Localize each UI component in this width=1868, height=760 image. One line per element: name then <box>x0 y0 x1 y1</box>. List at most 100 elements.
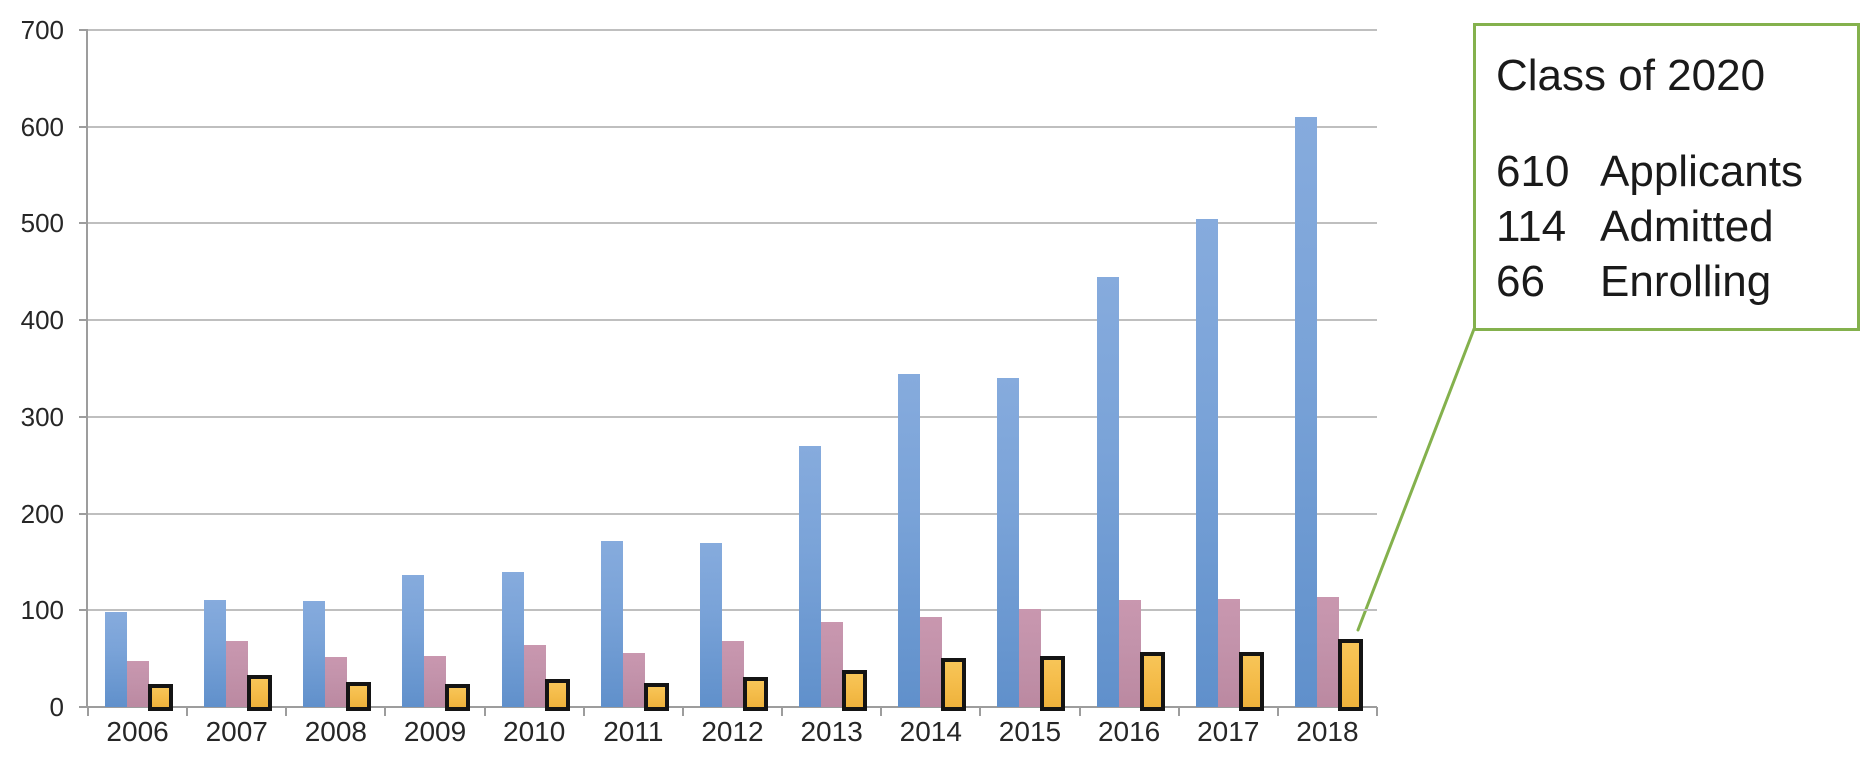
gridline-700 <box>88 29 1377 31</box>
x-axis-label-2014: 2014 <box>899 716 962 747</box>
x-axis-line <box>86 706 1377 708</box>
bar-applicants-2009 <box>402 575 425 707</box>
x-axis-label-2008: 2008 <box>304 716 368 747</box>
callout-title: Class of 2020 <box>1496 51 1766 100</box>
x-axis-tick-1 <box>186 707 189 716</box>
bar-enrolling-2008 <box>346 682 372 711</box>
bar-admitted-2013 <box>821 622 844 707</box>
x-axis-label-2015: 2015 <box>998 716 1062 747</box>
bar-admitted-2017 <box>1217 599 1240 707</box>
callout-row-applicants: 610 Applicants <box>1496 144 1803 199</box>
x-axis-label-2009: 2009 <box>403 716 467 747</box>
bar-admitted-2007 <box>226 641 249 707</box>
y-axis-label-700: 700 <box>20 15 64 45</box>
bar-applicants-2006 <box>105 612 127 707</box>
callout-row-admitted: 114 Admitted <box>1496 199 1803 254</box>
x-axis-tick-13 <box>1376 707 1378 716</box>
x-axis-label-2010: 2010 <box>503 716 566 747</box>
x-axis-tick-7 <box>781 707 784 716</box>
x-axis-tick-3 <box>384 707 387 716</box>
x-axis-tick-10 <box>1078 707 1081 716</box>
y-axis-label-300: 300 <box>20 401 64 432</box>
gridline-200 <box>88 512 1377 515</box>
gridline-500 <box>88 222 1377 225</box>
bar-applicants-2010 <box>501 572 524 707</box>
bar-enrolling-2013 <box>842 670 868 711</box>
x-axis-label-2006: 2006 <box>106 716 169 747</box>
bar-admitted-2016 <box>1118 600 1141 707</box>
bar-enrolling-2012 <box>742 677 768 711</box>
bar-enrolling-2016 <box>1139 652 1165 711</box>
y-axis-label-100: 100 <box>20 595 64 626</box>
x-axis-tick-6 <box>681 707 684 716</box>
bar-enrolling-2011 <box>643 683 669 711</box>
bar-applicants-2018 <box>1294 117 1317 707</box>
bar-applicants-2013 <box>799 446 822 707</box>
callout-label: Applicants <box>1600 146 1804 196</box>
x-axis-tick-0 <box>87 707 89 716</box>
bar-applicants-2016 <box>1096 277 1119 707</box>
y-axis-tick-400 <box>79 319 88 322</box>
y-axis-tick-700 <box>79 29 88 31</box>
gridline-100 <box>88 609 1377 612</box>
bar-applicants-2008 <box>303 601 326 707</box>
x-axis-label-2007: 2007 <box>205 716 268 747</box>
x-axis-tick-8 <box>880 707 883 716</box>
callout-value: 66 <box>1496 256 1545 306</box>
callout-value: 114 <box>1496 201 1567 251</box>
bar-applicants-2015 <box>997 378 1020 707</box>
y-axis-tick-200 <box>79 512 88 515</box>
x-axis-tick-9 <box>979 707 982 716</box>
callout-row-enrolling: 66 Enrolling <box>1496 254 1803 309</box>
bar-enrolling-2009 <box>445 684 471 711</box>
bar-enrolling-2017 <box>1238 652 1264 711</box>
y-axis-label-200: 200 <box>20 498 64 529</box>
x-axis-tick-2 <box>285 707 288 716</box>
callout-label: Enrolling <box>1600 256 1772 306</box>
bar-applicants-2007 <box>204 600 227 707</box>
y-axis-tick-100 <box>79 609 88 612</box>
bar-enrolling-2018 <box>1337 639 1363 711</box>
y-axis-line <box>86 30 88 707</box>
x-axis-label-2018: 2018 <box>1296 716 1359 747</box>
y-axis-label-600: 600 <box>20 111 64 142</box>
x-axis-tick-12 <box>1276 707 1279 716</box>
callout-rows: 610 Applicants 114 Admitted 66 Enrolling <box>1496 144 1803 309</box>
bar-applicants-2012 <box>699 543 722 707</box>
bar-enrolling-2015 <box>1040 656 1066 711</box>
bar-applicants-2011 <box>600 541 623 707</box>
callout-box: Class of 2020 610 Applicants 114 Admitted 66… <box>1473 23 1860 331</box>
gridline-400 <box>88 319 1377 322</box>
bar-admitted-2006 <box>127 661 149 707</box>
y-axis-label-0: 0 <box>49 692 64 722</box>
bar-admitted-2010 <box>523 645 546 707</box>
bar-applicants-2014 <box>898 374 921 707</box>
x-axis-label-2016: 2016 <box>1097 716 1161 747</box>
x-axis-label-2013: 2013 <box>800 716 863 747</box>
bar-enrolling-2010 <box>544 679 570 711</box>
callout-label: Admitted <box>1600 201 1774 251</box>
x-axis-label-2017: 2017 <box>1197 716 1260 747</box>
bar-admitted-2018 <box>1316 597 1339 707</box>
bar-enrolling-2014 <box>941 658 967 711</box>
gridline-300 <box>88 415 1377 418</box>
bar-enrolling-2006 <box>148 684 173 711</box>
y-axis-tick-500 <box>79 222 88 225</box>
bar-admitted-2014 <box>920 617 943 707</box>
y-axis-tick-300 <box>79 415 88 418</box>
bar-admitted-2009 <box>424 656 447 707</box>
x-axis-label-2011: 2011 <box>603 716 664 747</box>
x-axis-tick-11 <box>1177 707 1180 716</box>
x-axis-label-2012: 2012 <box>701 716 764 747</box>
bar-admitted-2011 <box>622 653 645 707</box>
bar-admitted-2012 <box>721 641 744 707</box>
bar-enrolling-2007 <box>247 675 273 711</box>
y-axis-label-400: 400 <box>20 305 64 336</box>
gridline-600 <box>88 125 1377 128</box>
y-axis-tick-0 <box>79 706 88 708</box>
bar-admitted-2008 <box>325 657 348 707</box>
bar-applicants-2017 <box>1195 219 1218 707</box>
callout-value: 610 <box>1496 146 1570 196</box>
bar-admitted-2015 <box>1019 609 1042 707</box>
